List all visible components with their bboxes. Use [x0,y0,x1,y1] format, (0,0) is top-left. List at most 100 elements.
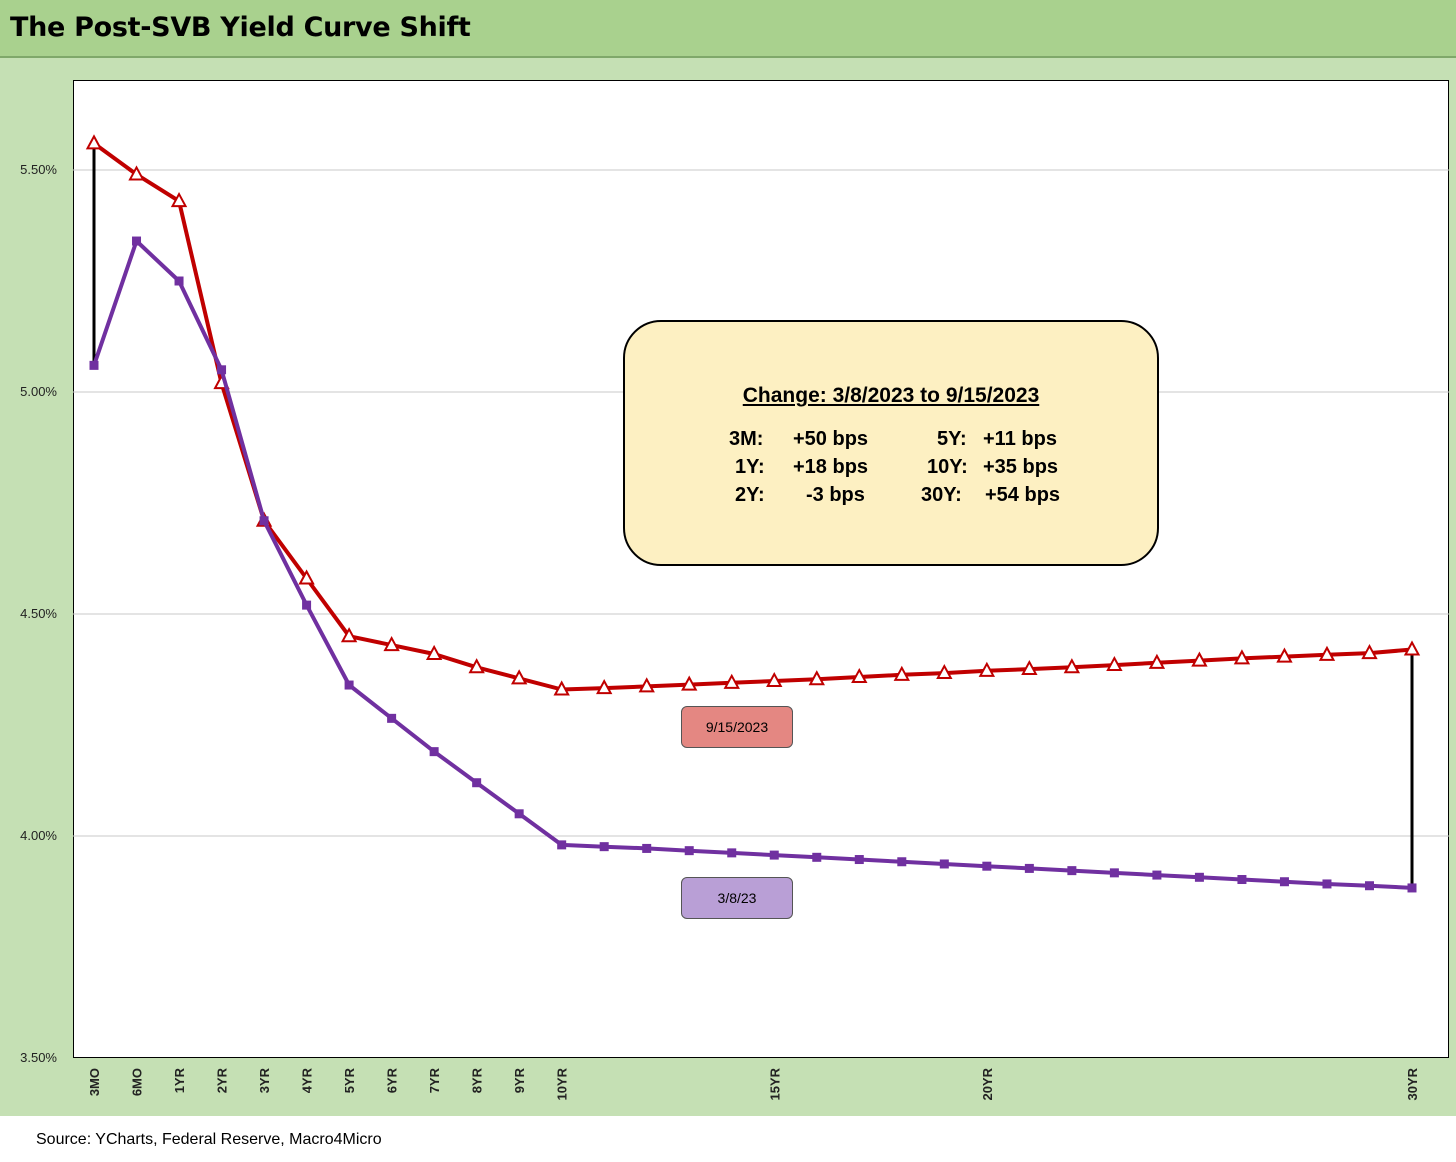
data-point-square [174,276,184,286]
y-tick-label: 3.50% [20,1050,57,1065]
data-point-square [1024,863,1034,873]
x-tick-label: 7YR [427,1067,442,1093]
x-tick-label: 20YR [980,1067,995,1100]
change-value-2y: -3 bps [806,484,865,506]
x-tick-label: 6MO [130,1068,145,1096]
data-point-triangle [808,670,825,686]
data-point-square [854,855,864,865]
change-summary-title: Change: 3/8/2023 to 9/15/2023 [742,384,1040,407]
data-point-square [89,360,99,370]
x-tick-label: 10YR [555,1067,570,1100]
x-tick-label: 3MO [87,1068,102,1096]
change-value-5y: +11 bps [983,428,1057,450]
data-point-triangle [128,165,145,181]
data-point-square [1322,879,1332,889]
data-point-triangle [723,673,740,689]
change-value-10y: +35 bps [983,456,1059,478]
x-tick-label: 4YR [300,1067,315,1093]
data-point-triangle [1403,640,1421,656]
data-point-triangle [85,134,103,150]
data-point-square [812,852,822,862]
data-point-triangle [638,677,655,693]
data-point-triangle [1233,649,1251,665]
data-point-square [1194,872,1204,882]
data-point-square [259,516,269,526]
data-point-square [642,843,652,853]
change-value-1y: +18 bps [793,456,869,478]
data-point-square [514,809,524,819]
x-tick-label: 15YR [767,1067,782,1100]
data-point-triangle [1318,645,1336,661]
source-note: Source: YCharts, Federal Reserve, Macro4… [36,1131,382,1148]
y-tick-label: 4.00% [20,828,57,843]
data-point-square [684,846,694,856]
y-tick-label: 5.50% [20,162,57,177]
change-tenor-1y: 1Y: [735,456,765,478]
data-point-square [557,840,567,850]
data-point-square [1109,868,1119,878]
data-point-square [132,236,142,246]
data-point-square [1364,881,1374,891]
data-point-triangle [425,644,443,660]
data-point-square [1067,866,1077,876]
data-point-triangle [340,627,358,643]
series-label-9-15-2023: 9/15/2023 [681,706,793,748]
data-point-square [429,747,439,757]
data-point-triangle [553,680,570,696]
change-tenor-3m: 3M: [729,428,764,450]
data-point-square [472,778,482,788]
x-tick-label: 1YR [172,1067,187,1093]
change-value-30y: +54 bps [985,484,1061,506]
data-point-triangle [1148,653,1166,669]
data-point-triangle [596,679,613,695]
change-tenor-10y: 10Y: [927,456,968,478]
x-tick-label: 30YR [1405,1067,1420,1100]
data-point-triangle [851,667,868,684]
data-point-triangle [1191,651,1208,667]
x-tick-label: 5YR [342,1067,357,1093]
data-point-triangle [1361,643,1378,660]
data-point-square [982,861,992,871]
data-point-triangle [383,635,400,652]
x-tick-label: 6YR [385,1067,400,1093]
title-bar: The Post-SVB Yield Curve Shift [0,0,1456,58]
data-point-square [727,848,737,858]
change-tenor-2y: 2Y: [735,484,765,506]
data-point-square [1237,875,1247,885]
x-tick-label: 3YR [257,1067,272,1093]
data-point-square [599,842,609,852]
data-point-triangle [1106,655,1123,672]
change-tenor-5y: 5Y: [937,428,967,450]
data-point-square [769,850,779,860]
data-point-triangle [1021,659,1038,676]
x-tick-label: 9YR [512,1067,527,1093]
data-point-square [939,859,949,869]
series-line [92,141,1413,692]
data-point-triangle [978,661,996,677]
chart-title: The Post-SVB Yield Curve Shift [10,12,471,43]
data-point-triangle [468,658,485,674]
x-tick-label: 2YR [215,1067,230,1093]
data-point-triangle [936,663,953,680]
y-tick-label: 5.00% [20,384,57,399]
data-point-triangle [1276,647,1293,663]
change-value-3m: +50 bps [793,428,869,450]
y-tick-label: 4.50% [20,606,57,621]
data-point-square [1407,883,1417,893]
series-line [92,239,1413,890]
data-point-triangle [298,569,315,585]
data-point-square [217,365,227,375]
data-point-square [1279,877,1289,887]
data-point-square [897,857,907,867]
data-point-square [302,600,312,610]
data-point-square [387,713,397,723]
data-point-triangle [510,669,528,685]
data-point-triangle [1063,658,1081,674]
x-tick-label: 8YR [470,1067,485,1093]
series-label-3-8-23: 3/8/23 [681,877,793,919]
data-point-triangle [766,671,783,688]
change-summary-box: Change: 3/8/2023 to 9/15/2023 3M: +50 bp… [623,320,1159,566]
change-tenor-30y: 30Y: [921,484,962,506]
data-point-triangle [681,675,698,691]
